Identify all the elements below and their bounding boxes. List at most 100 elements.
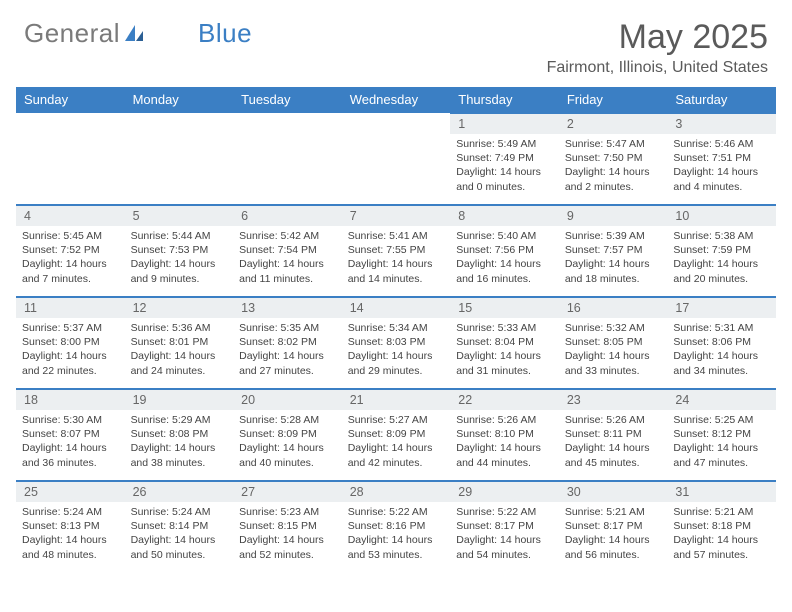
daylight-line: Daylight: 14 hours and 57 minutes. [673,533,770,561]
sunset-line: Sunset: 8:03 PM [348,335,445,349]
daylight-line: Daylight: 14 hours and 27 minutes. [239,349,336,377]
sunset-line: Sunset: 8:04 PM [456,335,553,349]
calendar-cell: 24Sunrise: 5:25 AMSunset: 8:12 PMDayligh… [667,389,776,481]
daylight-line: Daylight: 14 hours and 44 minutes. [456,441,553,469]
day-detail: Sunrise: 5:26 AMSunset: 8:11 PMDaylight:… [559,410,668,476]
calendar-cell: 29Sunrise: 5:22 AMSunset: 8:17 PMDayligh… [450,481,559,573]
month-title: May 2025 [547,18,768,57]
daylight-line: Daylight: 14 hours and 42 minutes. [348,441,445,469]
sunset-line: Sunset: 8:09 PM [348,427,445,441]
calendar-cell-empty [342,113,451,205]
calendar-cell: 27Sunrise: 5:23 AMSunset: 8:15 PMDayligh… [233,481,342,573]
calendar-cell: 22Sunrise: 5:26 AMSunset: 8:10 PMDayligh… [450,389,559,481]
sunset-line: Sunset: 8:18 PM [673,519,770,533]
weekday-header: Monday [125,87,234,113]
day-number: 11 [16,297,125,318]
calendar-cell: 14Sunrise: 5:34 AMSunset: 8:03 PMDayligh… [342,297,451,389]
brand-logo: General Blue [24,18,252,49]
calendar-row: 4Sunrise: 5:45 AMSunset: 7:52 PMDaylight… [16,205,776,297]
day-detail: Sunrise: 5:27 AMSunset: 8:09 PMDaylight:… [342,410,451,476]
day-number: 12 [125,297,234,318]
sunrise-line: Sunrise: 5:39 AM [565,229,662,243]
day-detail: Sunrise: 5:21 AMSunset: 8:18 PMDaylight:… [667,502,776,568]
day-number: 8 [450,205,559,226]
calendar-cell: 26Sunrise: 5:24 AMSunset: 8:14 PMDayligh… [125,481,234,573]
day-detail: Sunrise: 5:45 AMSunset: 7:52 PMDaylight:… [16,226,125,292]
calendar-cell: 3Sunrise: 5:46 AMSunset: 7:51 PMDaylight… [667,113,776,205]
sunrise-line: Sunrise: 5:26 AM [565,413,662,427]
calendar-cell: 4Sunrise: 5:45 AMSunset: 7:52 PMDaylight… [16,205,125,297]
sunrise-line: Sunrise: 5:32 AM [565,321,662,335]
sunset-line: Sunset: 8:06 PM [673,335,770,349]
day-detail: Sunrise: 5:22 AMSunset: 8:17 PMDaylight:… [450,502,559,568]
sunrise-line: Sunrise: 5:46 AM [673,137,770,151]
daylight-line: Daylight: 14 hours and 52 minutes. [239,533,336,561]
day-detail: Sunrise: 5:26 AMSunset: 8:10 PMDaylight:… [450,410,559,476]
sunrise-line: Sunrise: 5:22 AM [348,505,445,519]
calendar-cell: 10Sunrise: 5:38 AMSunset: 7:59 PMDayligh… [667,205,776,297]
day-detail: Sunrise: 5:47 AMSunset: 7:50 PMDaylight:… [559,134,668,200]
sunrise-line: Sunrise: 5:45 AM [22,229,119,243]
calendar-cell: 6Sunrise: 5:42 AMSunset: 7:54 PMDaylight… [233,205,342,297]
day-number: 24 [667,389,776,410]
calendar-row: 1Sunrise: 5:49 AMSunset: 7:49 PMDaylight… [16,113,776,205]
sunset-line: Sunset: 8:01 PM [131,335,228,349]
day-detail: Sunrise: 5:24 AMSunset: 8:14 PMDaylight:… [125,502,234,568]
sail-icon [124,24,144,42]
day-detail: Sunrise: 5:31 AMSunset: 8:06 PMDaylight:… [667,318,776,384]
sunset-line: Sunset: 7:52 PM [22,243,119,257]
sunset-line: Sunset: 8:07 PM [22,427,119,441]
sunrise-line: Sunrise: 5:24 AM [131,505,228,519]
sunset-line: Sunset: 8:11 PM [565,427,662,441]
daylight-line: Daylight: 14 hours and 11 minutes. [239,257,336,285]
day-number: 13 [233,297,342,318]
daylight-line: Daylight: 14 hours and 34 minutes. [673,349,770,377]
sunset-line: Sunset: 8:02 PM [239,335,336,349]
sunset-line: Sunset: 8:00 PM [22,335,119,349]
calendar-cell-empty [125,113,234,205]
calendar-cell: 11Sunrise: 5:37 AMSunset: 8:00 PMDayligh… [16,297,125,389]
sunrise-line: Sunrise: 5:28 AM [239,413,336,427]
daylight-line: Daylight: 14 hours and 38 minutes. [131,441,228,469]
calendar-cell: 13Sunrise: 5:35 AMSunset: 8:02 PMDayligh… [233,297,342,389]
daylight-line: Daylight: 14 hours and 18 minutes. [565,257,662,285]
day-number: 7 [342,205,451,226]
day-number: 19 [125,389,234,410]
day-number: 28 [342,481,451,502]
day-number: 29 [450,481,559,502]
weekday-header: Wednesday [342,87,451,113]
calendar-cell: 15Sunrise: 5:33 AMSunset: 8:04 PMDayligh… [450,297,559,389]
sunrise-line: Sunrise: 5:36 AM [131,321,228,335]
location: Fairmont, Illinois, United States [547,59,768,77]
title-block: May 2025 Fairmont, Illinois, United Stat… [547,18,768,77]
daylight-line: Daylight: 14 hours and 16 minutes. [456,257,553,285]
day-detail: Sunrise: 5:35 AMSunset: 8:02 PMDaylight:… [233,318,342,384]
sunset-line: Sunset: 8:16 PM [348,519,445,533]
calendar-cell: 2Sunrise: 5:47 AMSunset: 7:50 PMDaylight… [559,113,668,205]
day-number: 4 [16,205,125,226]
sunrise-line: Sunrise: 5:37 AM [22,321,119,335]
calendar-cell: 30Sunrise: 5:21 AMSunset: 8:17 PMDayligh… [559,481,668,573]
calendar-cell: 8Sunrise: 5:40 AMSunset: 7:56 PMDaylight… [450,205,559,297]
calendar-body: 1Sunrise: 5:49 AMSunset: 7:49 PMDaylight… [16,113,776,573]
sunrise-line: Sunrise: 5:35 AM [239,321,336,335]
day-detail: Sunrise: 5:46 AMSunset: 7:51 PMDaylight:… [667,134,776,200]
sunset-line: Sunset: 8:08 PM [131,427,228,441]
day-number: 18 [16,389,125,410]
sunrise-line: Sunrise: 5:25 AM [673,413,770,427]
calendar-cell: 21Sunrise: 5:27 AMSunset: 8:09 PMDayligh… [342,389,451,481]
sunrise-line: Sunrise: 5:24 AM [22,505,119,519]
sunset-line: Sunset: 7:56 PM [456,243,553,257]
sunset-line: Sunset: 7:49 PM [456,151,553,165]
day-number: 15 [450,297,559,318]
brand-name-a: General [24,18,120,49]
sunset-line: Sunset: 8:05 PM [565,335,662,349]
day-number: 23 [559,389,668,410]
sunset-line: Sunset: 8:10 PM [456,427,553,441]
page-header: General Blue May 2025 Fairmont, Illinois… [0,0,792,77]
sunset-line: Sunset: 8:15 PM [239,519,336,533]
daylight-line: Daylight: 14 hours and 47 minutes. [673,441,770,469]
sunset-line: Sunset: 7:57 PM [565,243,662,257]
sunrise-line: Sunrise: 5:31 AM [673,321,770,335]
day-detail: Sunrise: 5:32 AMSunset: 8:05 PMDaylight:… [559,318,668,384]
